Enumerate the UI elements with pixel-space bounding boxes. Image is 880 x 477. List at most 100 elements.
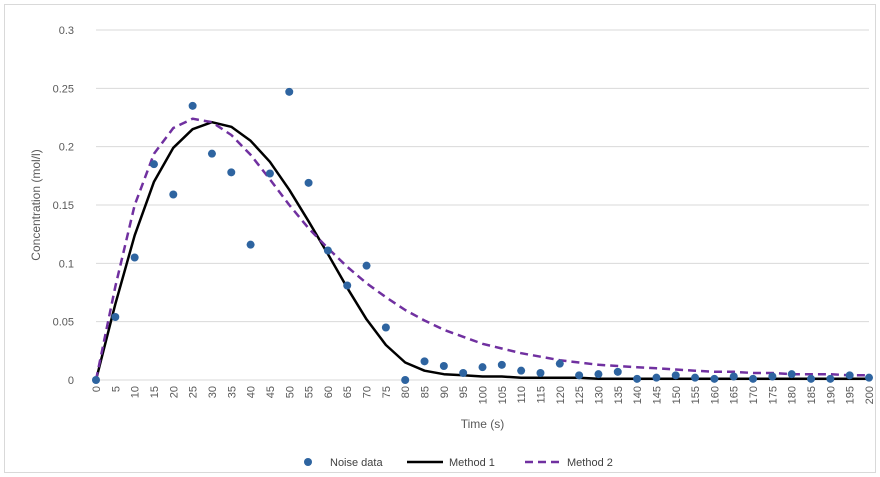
data-point [323, 246, 332, 255]
x-tick-label: 10 [130, 386, 142, 398]
x-tick-label: 70 [362, 386, 374, 398]
x-tick-label: 90 [439, 386, 451, 398]
x-tick-label: 100 [478, 386, 490, 404]
data-point [130, 253, 139, 262]
x-tick-label: 95 [458, 386, 470, 398]
x-tick-label: 75 [381, 386, 393, 398]
y-tick-label: 0.25 [53, 83, 74, 95]
data-point [111, 313, 120, 321]
data-point [265, 169, 274, 178]
data-point [420, 357, 429, 366]
x-tick-label: 15 [149, 386, 161, 398]
data-point [169, 190, 178, 199]
data-point [749, 374, 758, 383]
data-point [691, 373, 700, 382]
x-tick-label: 0 [91, 386, 103, 392]
x-tick-label: 130 [593, 386, 605, 404]
x-tick-label: 125 [574, 386, 586, 404]
data-point [575, 371, 584, 380]
series-line-method-2 [94, 117, 869, 381]
x-tick-label: 160 [709, 386, 721, 404]
data-point [787, 370, 796, 379]
x-tick-label: 170 [748, 386, 760, 404]
x-tick-label: 185 [806, 386, 818, 404]
x-tick-label: 25 [188, 386, 200, 398]
data-point [826, 374, 835, 383]
gridlines [96, 29, 869, 381]
y-tick-label: 0.05 [53, 317, 74, 329]
x-tick-label: 5 [110, 386, 122, 392]
legend-label: Method 1 [449, 457, 495, 469]
data-point [188, 101, 197, 110]
x-tick-label: 190 [825, 386, 837, 404]
series-layer [92, 87, 873, 384]
y-axis-tick-labels: 0 0.05 0.1 0.15 0.2 0.25 0.3 [53, 25, 74, 387]
x-tick-label: 35 [226, 386, 238, 398]
legend-marker-noise-data [304, 458, 312, 466]
x-tick-label: 40 [246, 386, 258, 398]
data-point [459, 369, 468, 377]
x-tick-label: 175 [767, 386, 779, 404]
x-tick-label: 165 [729, 386, 741, 404]
data-point [92, 376, 100, 384]
x-tick-label: 55 [304, 386, 316, 398]
y-tick-label: 0.15 [53, 200, 74, 212]
data-point [865, 373, 873, 382]
y-tick-label: 0 [68, 375, 74, 387]
data-point [768, 372, 777, 381]
data-point [652, 373, 661, 382]
x-tick-label: 20 [168, 386, 180, 398]
x-tick-label: 50 [284, 386, 296, 398]
data-point [343, 281, 352, 290]
data-point [845, 371, 854, 380]
chart-frame [4, 4, 876, 473]
x-tick-label: 65 [342, 386, 354, 398]
data-point [149, 160, 158, 169]
x-tick-label: 45 [265, 386, 277, 398]
series-line-method-1 [94, 120, 869, 381]
x-tick-label: 115 [535, 386, 547, 404]
x-tick-label: 60 [323, 386, 335, 398]
y-axis-title: Concentration (mol/l) [29, 149, 43, 260]
data-point [613, 367, 622, 376]
x-tick-label: 135 [613, 386, 625, 404]
data-point [710, 374, 719, 383]
data-point [401, 376, 410, 384]
x-axis-tick-labels: 0 5 10 15 20 25 30 35 40 45 50 55 60 65 70 75 80 85 90 95 10… [91, 386, 876, 404]
x-tick-label: 120 [555, 386, 567, 404]
x-tick-label: 105 [497, 386, 509, 404]
data-point [439, 362, 448, 370]
x-tick-label: 180 [787, 386, 799, 404]
legend-label: Method 2 [567, 457, 613, 469]
x-tick-label: 155 [690, 386, 702, 404]
data-point [304, 178, 313, 187]
x-tick-label: 80 [400, 386, 412, 398]
data-point [555, 359, 564, 368]
data-point [633, 374, 642, 383]
y-tick-label: 0.3 [59, 25, 74, 37]
data-point [285, 87, 294, 96]
x-tick-label: 150 [671, 386, 683, 404]
x-tick-label: 110 [516, 386, 528, 404]
data-point [807, 374, 816, 383]
data-point [517, 366, 526, 375]
data-point [594, 370, 603, 379]
x-axis-title: Time (s) [461, 417, 505, 431]
legend-label: Noise data [330, 457, 383, 469]
x-tick-label: 30 [207, 386, 219, 398]
data-point [207, 149, 216, 158]
y-tick-label: 0.2 [59, 142, 74, 154]
legend: Noise data Method 1 Method 2 [304, 457, 613, 469]
x-tick-label: 200 [864, 386, 876, 404]
data-point [671, 371, 680, 380]
x-tick-label: 140 [632, 386, 644, 404]
data-point [362, 261, 371, 270]
data-point [497, 360, 506, 369]
data-point [536, 369, 545, 377]
y-tick-label: 0.1 [59, 258, 74, 270]
data-point [478, 363, 487, 372]
x-tick-label: 195 [845, 386, 857, 404]
x-tick-label: 85 [420, 386, 432, 398]
data-point [729, 372, 738, 381]
